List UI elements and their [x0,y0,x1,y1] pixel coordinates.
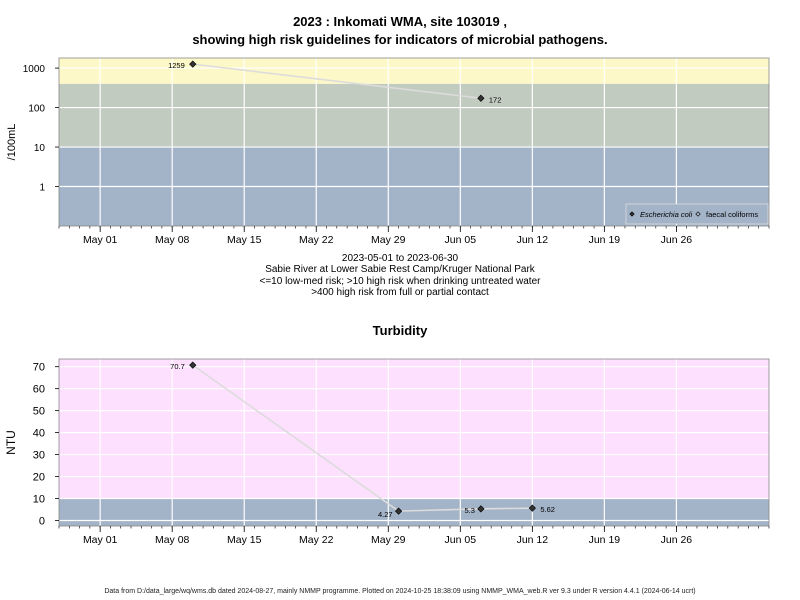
x-tick-label: Jun 19 [589,534,621,546]
data-label: 70.7 [170,362,185,371]
x-tick-label: Jun 05 [445,234,477,246]
turbidity-title: Turbidity [372,323,428,338]
risk-band-blue [59,498,769,526]
data-point [477,94,485,102]
date-range-caption: 2023-05-01 to 2023-06-30 [341,253,459,264]
x-tick-label: Jun 05 [445,534,477,546]
series-line [192,63,481,100]
legend-box [625,203,769,225]
legend-marker [695,211,701,217]
y-tick-label: 1000 [23,64,46,75]
chart-title-line2: showing high risk guidelines for indicat… [192,32,608,47]
data-label: 1259 [168,61,185,70]
data-point [477,505,485,513]
risk-band-pink [59,359,769,499]
legend-entry: Escherichia coli [640,210,692,219]
microbial-panel: 1 10 100 1000 May 01 May 08 May 15 May 22 May 29… [6,57,770,246]
y-axis-label: /100mL [6,124,18,161]
chart-title-line1: 2023 : Inkomati WMA, site 103019 , [293,14,507,29]
y-tick-label: 10 [34,143,46,154]
y-axis-label: NTU [4,430,18,455]
series-line [192,364,533,512]
data-label: 5.3 [464,506,474,515]
y-tick-label: 60 [33,384,45,396]
y-tick-label: 100 [28,104,45,115]
x-tick-label: May 01 [83,234,118,246]
legend-entry: faecal coliforms [706,210,758,219]
guideline-caption-1: <=10 low-med risk; >10 high risk when dr… [259,276,541,287]
x-tick-label: Jun 19 [589,234,621,246]
turbidity-panel: 0 10 20 30 40 50 60 70 May 01 May 08 May 15 May 22 M… [4,358,770,546]
x-tick-label: May 29 [371,534,406,546]
data-point [528,504,536,512]
footer-note: Data from D:/data_large/wq/wms.db dated … [104,588,696,595]
x-tick-label: Jun 26 [661,234,693,246]
y-tick-label: 50 [33,406,45,418]
plot-frame [58,57,770,227]
plot-frame [58,358,770,527]
data-label: 5.62 [540,505,555,514]
x-tick-label: May 15 [227,234,262,246]
risk-band-green [59,83,769,148]
x-tick-label: May 29 [371,234,406,246]
y-tick-label: 20 [33,472,45,484]
y-tick-label: 10 [33,494,45,506]
y-tick-label: 70 [33,362,45,374]
data-label: 172 [489,95,502,104]
x-tick-label: Jun 12 [517,534,549,546]
risk-band-yellow [59,58,769,84]
y-tick-label: 40 [33,428,45,440]
data-point [189,361,197,369]
y-tick-label: 0 [39,516,45,528]
x-tick-label: Jun 26 [661,534,693,546]
site-name-caption: Sabie River at Lower Sabie Rest Camp/Kru… [265,264,535,275]
y-tick-label: 30 [33,450,45,462]
x-tick-label: Jun 12 [517,234,549,246]
x-tick-label: May 08 [155,234,190,246]
x-tick-label: May 22 [299,534,334,546]
legend-marker [629,211,635,217]
data-point [189,60,197,68]
guideline-caption-2: >400 high risk from full or partial cont… [311,287,489,298]
x-tick-label: May 15 [227,534,262,546]
y-tick-label: 1 [39,183,45,194]
x-tick-label: May 08 [155,534,190,546]
data-label: 4.27 [378,510,393,519]
data-point [394,507,403,515]
x-tick-label: May 01 [83,534,118,546]
x-tick-label: May 22 [299,234,334,246]
